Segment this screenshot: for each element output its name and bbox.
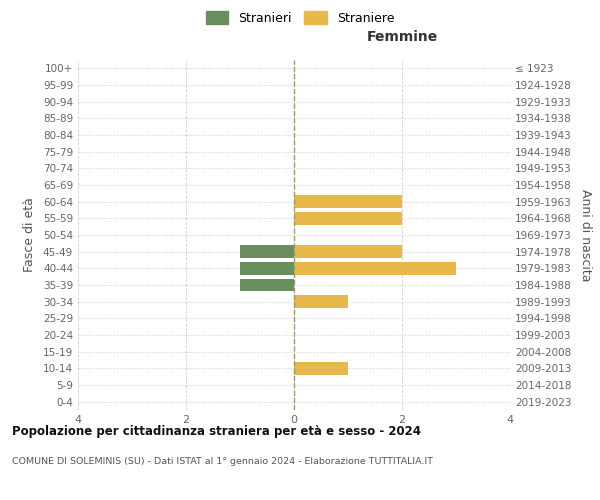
Text: COMUNE DI SOLEMINIS (SU) - Dati ISTAT al 1° gennaio 2024 - Elaborazione TUTTITAL: COMUNE DI SOLEMINIS (SU) - Dati ISTAT al… xyxy=(12,458,433,466)
Bar xyxy=(294,262,456,274)
Bar xyxy=(294,362,348,374)
Bar xyxy=(294,196,402,208)
Text: Femmine: Femmine xyxy=(367,30,437,44)
Bar xyxy=(240,279,294,291)
Bar xyxy=(240,262,294,274)
Bar xyxy=(294,246,402,258)
Legend: Stranieri, Straniere: Stranieri, Straniere xyxy=(201,6,399,30)
Bar xyxy=(294,212,402,224)
Text: Popolazione per cittadinanza straniera per età e sesso - 2024: Popolazione per cittadinanza straniera p… xyxy=(12,425,421,438)
Bar xyxy=(294,296,348,308)
Y-axis label: Fasce di età: Fasce di età xyxy=(23,198,36,272)
Bar xyxy=(240,246,294,258)
Y-axis label: Anni di nascita: Anni di nascita xyxy=(578,188,592,281)
